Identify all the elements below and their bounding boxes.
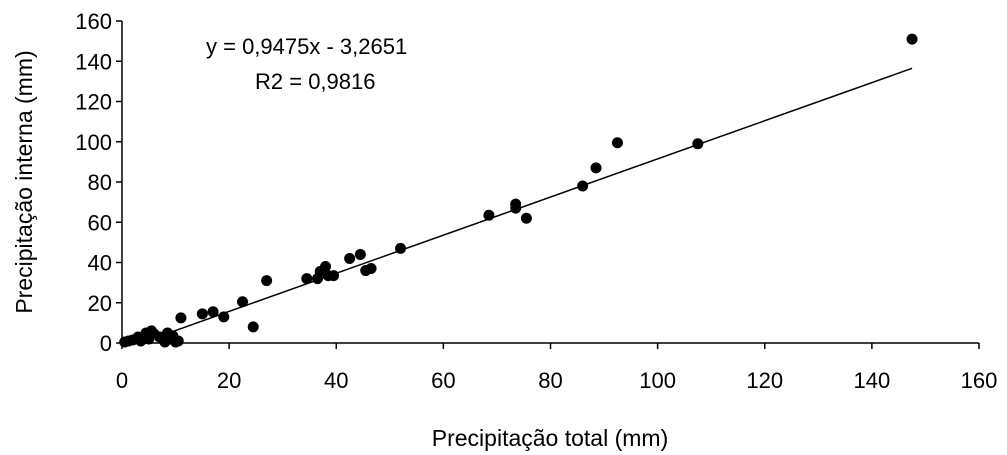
data-point [692,138,704,150]
x-tick-label: 160 [961,368,998,393]
y-tick-label: 100 [75,130,112,155]
x-tick-label: 40 [324,368,348,393]
y-tick-label: 120 [75,90,112,115]
y-tick-label: 140 [75,49,112,74]
data-points [119,33,918,348]
data-point [344,252,356,264]
y-tick-label: 20 [88,291,112,316]
equation-annotation: y = 0,9475x - 3,2651 [206,34,407,59]
data-point [218,311,230,323]
data-point [510,198,522,210]
x-tick-label: 20 [217,368,241,393]
y-tick-label: 40 [88,251,112,276]
data-point [590,162,602,174]
y-tick-label: 60 [88,210,112,235]
x-tick-label: 80 [538,368,562,393]
data-point [395,242,407,254]
data-point [320,261,332,273]
data-point [365,263,377,275]
x-axis-ticks: 0 20 40 60 80 100 120 140 160 [116,343,997,393]
data-point [611,137,623,149]
data-point [577,180,589,192]
x-tick-label: 0 [116,368,128,393]
data-point [175,312,187,324]
data-point [172,335,184,347]
x-axis-title: Precipitação total (mm) [432,425,668,451]
y-axis-ticks: 0 20 40 60 80 100 120 140 160 [75,9,122,356]
data-point [196,308,208,320]
data-point [906,33,918,45]
x-tick-label: 140 [854,368,891,393]
trend-line [140,67,913,344]
data-point [328,270,340,282]
x-tick-label: 60 [431,368,455,393]
data-point [483,209,495,221]
x-tick-label: 100 [639,368,676,393]
data-point [237,296,249,308]
y-tick-label: 0 [100,331,112,356]
y-axis-title: Precipitação interna (mm) [11,50,37,313]
y-tick-label: 160 [75,9,112,34]
y-tick-label: 80 [88,170,112,195]
data-point [301,273,313,285]
r-squared-annotation: R2 = 0,9816 [255,69,375,94]
data-point [520,212,532,224]
data-point [207,306,219,318]
data-point [261,275,273,287]
data-point [354,248,366,260]
x-tick-label: 120 [746,368,783,393]
data-point [247,321,259,333]
